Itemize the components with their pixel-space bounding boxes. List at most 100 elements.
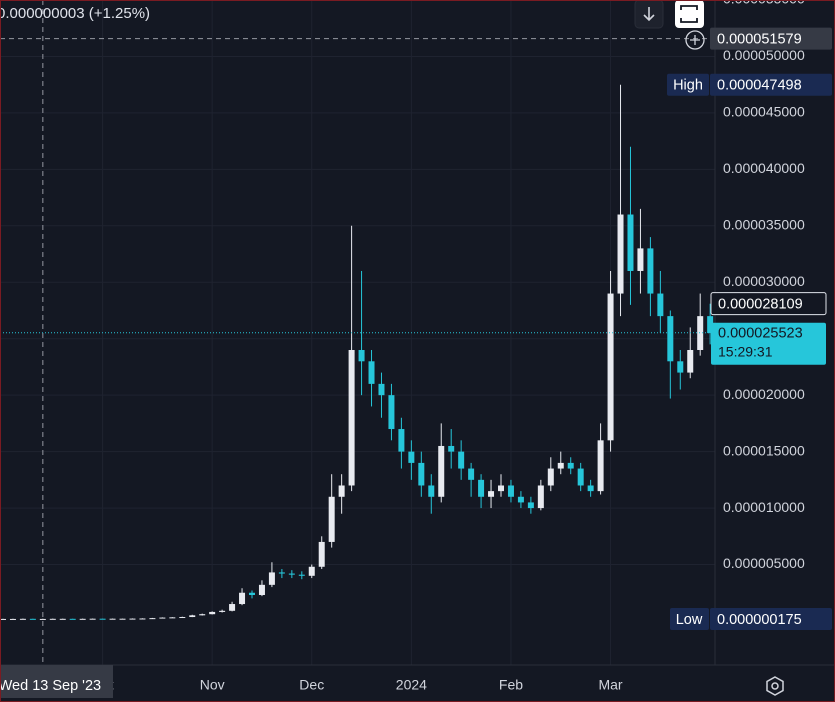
countdown: 15:29:31	[718, 344, 773, 360]
candles	[0, 84, 714, 620]
candle-body	[577, 468, 584, 486]
candle-body	[268, 572, 275, 585]
candle-body	[398, 429, 405, 452]
candle-body	[39, 618, 46, 620]
autoscale-icon	[680, 5, 698, 23]
candle-body	[328, 496, 335, 542]
x-tick-label: 2024	[396, 677, 427, 693]
arrow-icon	[643, 7, 655, 22]
candle-body	[19, 618, 26, 620]
y-tick-label: 0.000040000	[723, 160, 805, 176]
candle-body	[29, 618, 36, 620]
autoscale-button[interactable]	[675, 0, 704, 28]
candle-body	[348, 350, 355, 486]
candle-body	[99, 618, 106, 620]
y-tick-label: 0.000030000	[723, 273, 805, 289]
prev-price-box	[710, 292, 827, 316]
add-button[interactable]	[685, 30, 705, 50]
low-tag-label: Low	[676, 612, 703, 628]
candle-body	[677, 361, 684, 373]
candle-body	[318, 541, 325, 567]
candle-body	[219, 610, 226, 612]
candle-body	[149, 618, 156, 620]
plus-icon	[690, 35, 700, 45]
y-tick-label: 0.000045000	[723, 104, 805, 120]
header-change: 0.000000003 (+1.25%)	[0, 5, 150, 22]
candle-body	[189, 615, 196, 618]
candle-body	[159, 617, 166, 619]
candle-body	[338, 485, 345, 497]
candle-body	[139, 618, 146, 620]
y-tick-label: 0.000005000	[723, 555, 805, 571]
y-tick-label: 0.000050000	[723, 47, 805, 63]
candle-body	[697, 316, 704, 350]
crosshair-date: Wed 13 Sep '23	[0, 678, 101, 694]
settings-icon	[766, 676, 784, 696]
candle-body	[428, 485, 435, 497]
y-tick-label: 0.000010000	[723, 499, 805, 515]
candle-body	[129, 618, 136, 620]
x-tick-label: Dec	[299, 677, 324, 693]
candle-body	[488, 491, 495, 497]
candle-body	[109, 618, 116, 620]
high-tag-label: High	[673, 78, 703, 94]
candle-body	[567, 462, 574, 469]
candle-body	[617, 214, 624, 294]
candle-body	[49, 618, 56, 620]
candle-body	[59, 618, 66, 620]
candle-body	[69, 618, 76, 620]
candle-body	[358, 350, 365, 362]
candle-body	[478, 479, 485, 497]
candle-body	[368, 361, 375, 384]
candle-body	[527, 502, 534, 509]
candle-body	[258, 584, 265, 595]
candle-body	[278, 572, 285, 574]
candle-body	[438, 445, 445, 497]
x-tick-label: Nov	[200, 677, 225, 693]
candle-body	[597, 440, 604, 492]
candle-body	[498, 485, 504, 492]
candle-body	[687, 350, 694, 373]
candle-body	[0, 618, 6, 620]
candle-body	[627, 214, 634, 271]
settings-button[interactable]	[766, 676, 784, 696]
high-price-box	[710, 73, 832, 96]
candle-body	[657, 293, 664, 317]
candle-body	[308, 566, 315, 576]
crosshair-price-box	[710, 27, 832, 50]
last-price-box	[711, 322, 826, 365]
candle-body	[557, 462, 564, 469]
low-tag	[670, 607, 709, 630]
x-tick-label: Mar	[598, 677, 622, 693]
candle-body	[667, 316, 674, 362]
candle-body	[169, 617, 176, 619]
candle-body	[517, 496, 524, 503]
candle-body	[468, 468, 475, 480]
candle-body	[229, 604, 236, 611]
y-tick-label: 0.000035000	[723, 217, 805, 233]
last-price-label: 0.000025523	[718, 326, 803, 342]
high-price-label: 0.000047498	[717, 78, 802, 94]
candle-body	[288, 573, 295, 575]
candle-body	[298, 574, 305, 576]
candle-body	[547, 468, 554, 486]
candle-body	[647, 248, 654, 294]
candle-body	[79, 618, 86, 620]
candle-body	[607, 293, 614, 441]
candle-body	[448, 445, 455, 452]
candle-body	[408, 451, 415, 463]
crosshair-date-box	[0, 665, 113, 698]
candle-body	[418, 462, 425, 486]
candle-body	[637, 248, 644, 271]
y-tick-label: 0.000015000	[723, 442, 805, 458]
candle-body	[249, 592, 255, 595]
candle-body	[119, 618, 126, 620]
settings-icon-center	[771, 682, 779, 690]
y-tick-label: 0.000020000	[723, 386, 805, 402]
candle-body	[378, 383, 385, 396]
candle-body	[89, 618, 96, 620]
candle-body	[209, 611, 216, 615]
